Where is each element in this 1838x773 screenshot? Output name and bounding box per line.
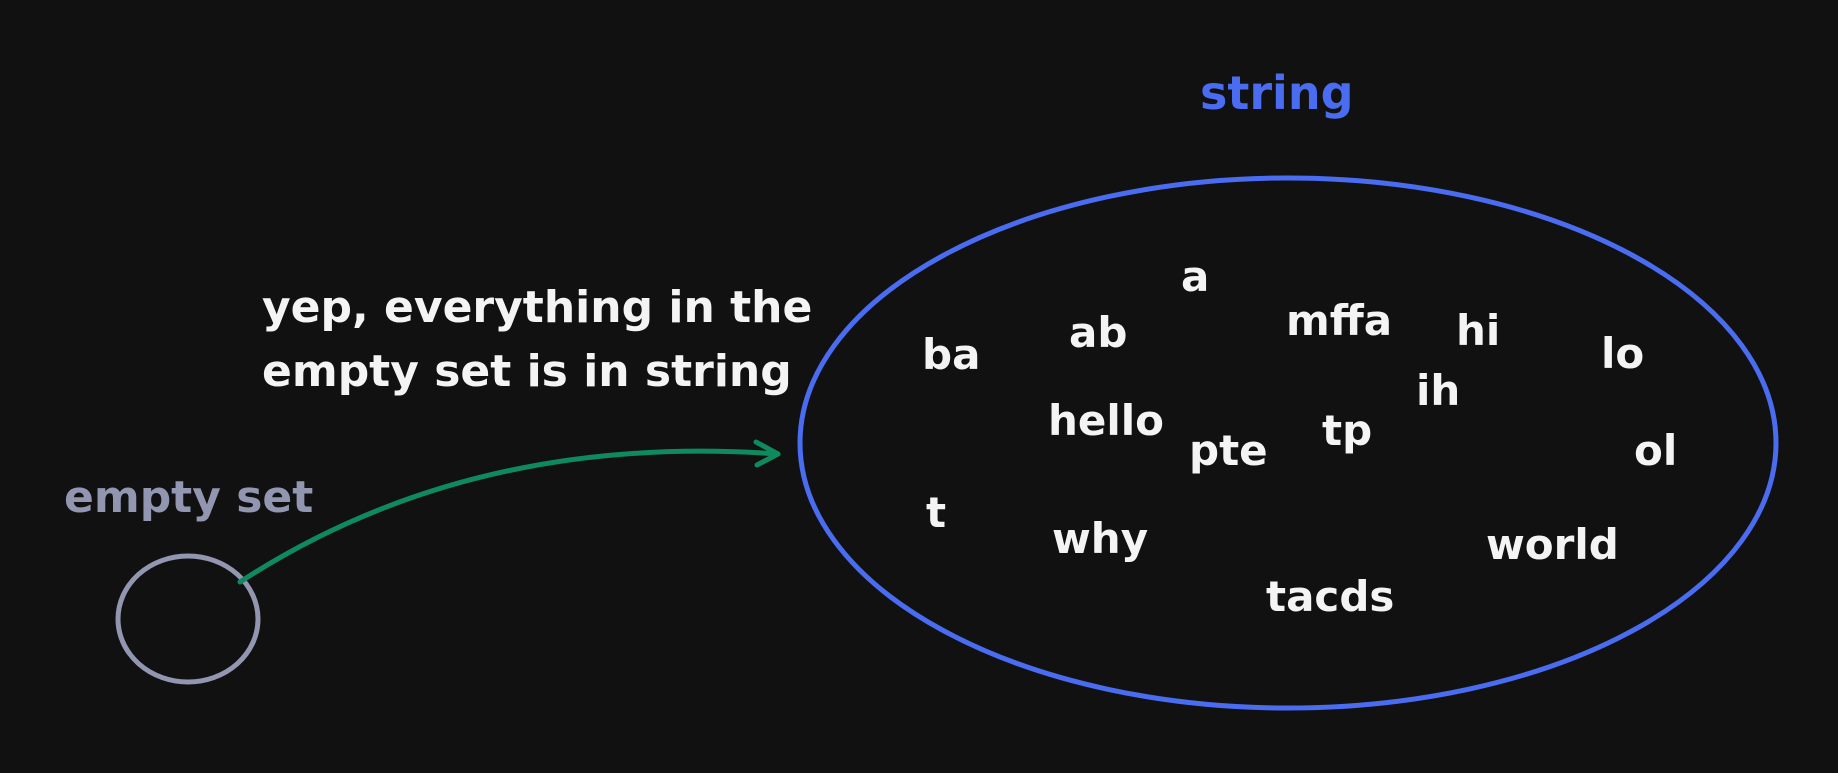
string-member: world — [1486, 520, 1619, 569]
arrowhead-icon — [753, 439, 781, 468]
string-member: a — [1181, 252, 1210, 301]
string-member: ba — [922, 330, 981, 379]
string-member: hi — [1456, 306, 1501, 355]
subset-arrow — [237, 448, 781, 585]
string-member: lo — [1601, 329, 1645, 378]
string-member: ol — [1634, 426, 1678, 475]
subset-caption: yep, everything in the empty set is in s… — [262, 276, 812, 404]
string-member: why — [1052, 514, 1149, 563]
string-member: ih — [1416, 366, 1461, 415]
string-member: tacds — [1266, 572, 1395, 621]
string-member: tp — [1322, 406, 1373, 455]
caption-line-1: yep, everything in the — [262, 282, 813, 333]
string-member: pte — [1189, 426, 1268, 475]
string-member: hello — [1048, 396, 1165, 445]
string-member: mffa — [1286, 296, 1393, 345]
string-set-ellipse — [797, 175, 1779, 711]
string-set-label: string — [1200, 66, 1354, 120]
string-member: ab — [1069, 308, 1128, 357]
string-member: t — [926, 488, 947, 537]
empty-set-label: empty set — [64, 472, 314, 523]
empty-set-circle — [115, 553, 261, 685]
caption-line-2: empty set is in string — [262, 346, 792, 397]
